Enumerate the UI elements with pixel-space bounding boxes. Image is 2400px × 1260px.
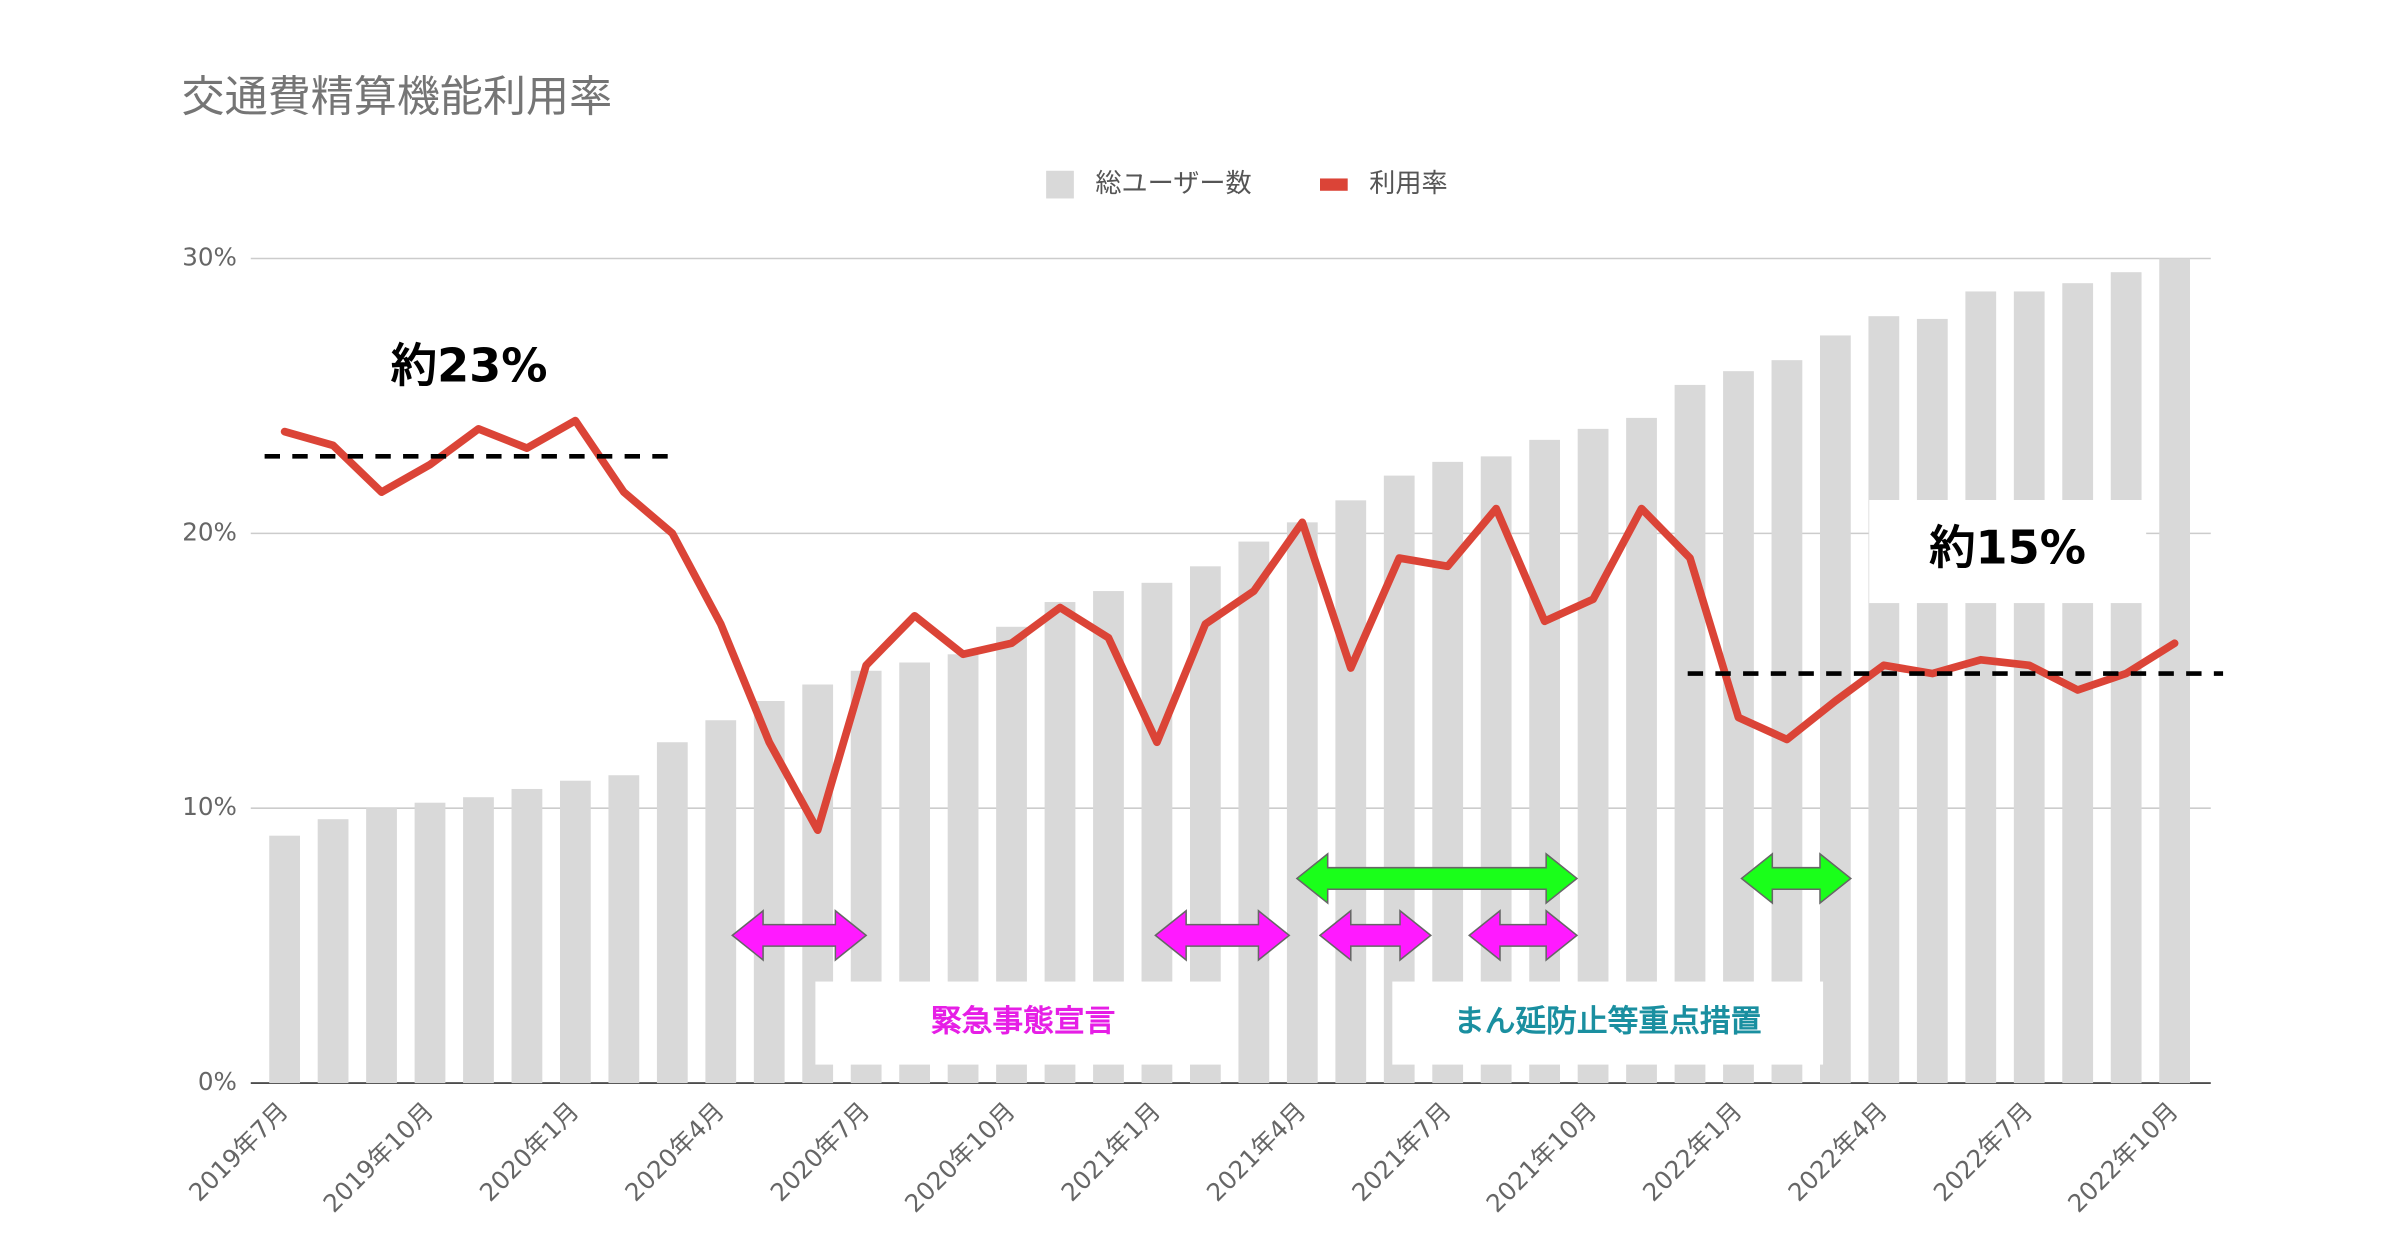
bar [705,720,737,1084]
bars [269,258,2190,1084]
x-tick-label: 2020年10月 [899,1096,1021,1218]
x-tick-label: 2022年10月 [2062,1096,2184,1218]
legend-label: 利用率 [1369,169,1447,199]
x-tick-label: 2020年7月 [765,1096,876,1207]
annotation: 約15% [1929,520,2086,574]
x-tick-label: 2021年10月 [1481,1096,1603,1218]
bar [1965,291,1997,1084]
x-tick-label: 2021年7月 [1346,1096,1457,1207]
bar [1674,384,1706,1084]
bar [366,808,397,1084]
bar [1480,456,1512,1084]
period-label: 緊急事態宣言 [931,1004,1116,1040]
annotation: 約23% [391,339,548,393]
bar [317,819,349,1084]
period-arrow [1740,852,1853,905]
bar [414,802,446,1084]
legend-swatch [1320,178,1348,191]
bar [1529,439,1560,1084]
x-tick-label: 2020年4月 [619,1096,730,1207]
y-tick-label: 10% [182,792,237,821]
x-tick-label: 2022年4月 [1782,1096,1893,1207]
period-arrow [1318,909,1433,962]
lines: 約23% 約15% [264,339,2224,835]
legend: 総ユーザー数 利用率 [1046,169,1448,199]
period-arrows [731,852,1853,962]
bar [656,742,688,1084]
y-tick-label: 30% [182,242,237,271]
bar [1238,541,1270,1084]
chart-title: 交通費精算機能利用率 [182,73,613,123]
bar [2159,258,2190,1084]
bar [1577,428,1609,1084]
bar [2013,291,2045,1084]
period-arrow [1295,852,1579,905]
x-tick-label: 2022年1月 [1637,1096,1748,1207]
y-tick-label: 20% [182,517,237,546]
x-tick-label: 2020年1月 [474,1096,585,1207]
bar [1723,371,1754,1084]
y-tick-label: 0% [198,1067,237,1096]
bar [269,835,300,1084]
legend-label: 総ユーザー数 [1095,169,1251,199]
bar [608,775,640,1084]
bar [511,788,543,1084]
bar [1335,500,1367,1084]
bar [1771,360,1803,1084]
x-tick-label: 2019年7月 [183,1096,294,1207]
period-arrow [1154,909,1291,962]
x-tick-label: 2021年4月 [1201,1096,1312,1207]
period-arrow [1467,909,1579,962]
bar [1916,318,1948,1084]
label-box [815,981,1231,1065]
x-tick-label: 2021年1月 [1055,1096,1166,1207]
period-arrow [731,909,868,962]
bar [1286,522,1318,1084]
bar [560,780,591,1084]
bar [1868,316,1900,1084]
bar [463,797,494,1084]
period-label: まん延防止等重点措置 [1454,1004,1762,1040]
x-tick-label: 2022年7月 [1928,1096,2039,1207]
legend-swatch [1046,170,1074,199]
x-tick-label: 2019年10月 [317,1096,439,1218]
label-box [1869,500,2147,604]
label-box [1392,981,1824,1065]
